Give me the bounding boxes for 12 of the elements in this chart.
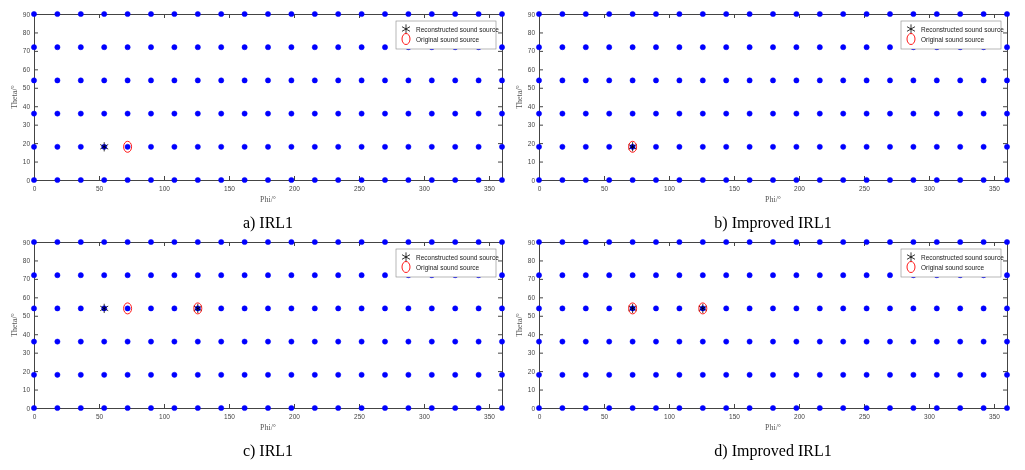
y-axis-title: Theta/° [515, 313, 524, 337]
x-axis-title: Phi/° [259, 423, 277, 432]
y-axis-title: Theta/° [10, 85, 19, 109]
y-axis-title: Theta/° [515, 85, 524, 109]
x-axis-title: Phi/° [764, 423, 782, 432]
text: d) Improved IRL1 [714, 442, 832, 460]
y-axis-title: Theta/° [10, 313, 19, 337]
text: c) IRL1 [242, 442, 294, 460]
x-axis-title: Phi/° [764, 195, 782, 204]
x-axis-title: Phi/° [259, 195, 277, 204]
text: b) Improved IRL1 [714, 214, 832, 232]
text: a) IRL1 [242, 214, 294, 232]
